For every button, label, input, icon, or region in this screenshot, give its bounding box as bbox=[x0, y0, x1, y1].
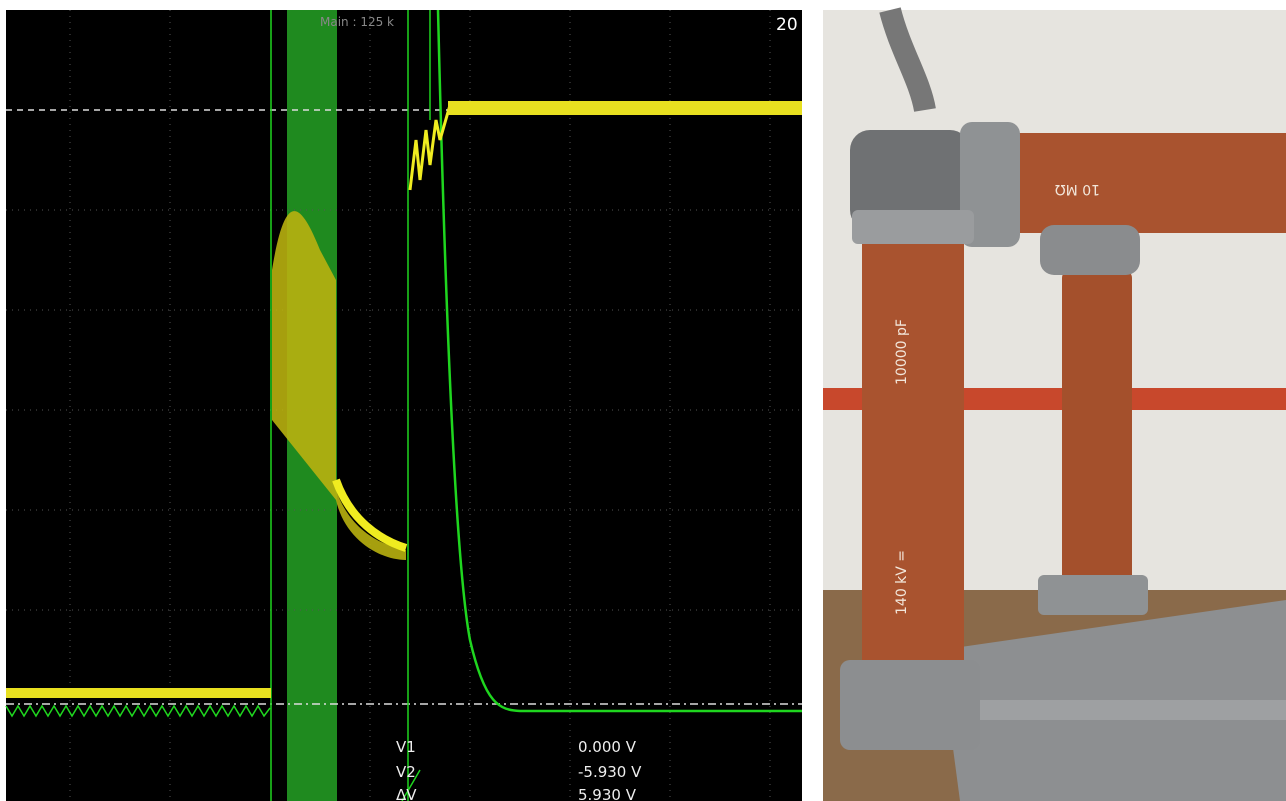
cursor-label: ΔV bbox=[396, 786, 417, 801]
voltage-label: 140 kV = bbox=[894, 550, 910, 615]
timebase: 20 bbox=[776, 15, 798, 35]
capacitance-label: 10000 pF bbox=[894, 319, 910, 385]
cursor-value: 5.930 V bbox=[578, 786, 637, 801]
photo-panel: 10000 pF 140 kV = 10 MΩ bbox=[823, 10, 1286, 801]
scope-screen bbox=[6, 10, 802, 801]
cursor-value: -5.930 V bbox=[578, 763, 642, 781]
cursor-label: V1 bbox=[396, 738, 416, 756]
scope-header: Main : 125 k bbox=[320, 15, 394, 29]
resistor-label: 10 MΩ bbox=[1055, 181, 1100, 197]
cursor-label: V2 bbox=[396, 763, 416, 781]
cursor-value: 0.000 V bbox=[578, 738, 637, 756]
oscilloscope-panel: Main : 125 k 20 V1 0.000 V V2 -5.930 V Δ… bbox=[6, 10, 802, 801]
page: {"scope": {"header": "Main : 125 k", "ti… bbox=[0, 0, 1286, 801]
figure: Main : 125 k 20 V1 0.000 V V2 -5.930 V Δ… bbox=[0, 0, 1286, 801]
